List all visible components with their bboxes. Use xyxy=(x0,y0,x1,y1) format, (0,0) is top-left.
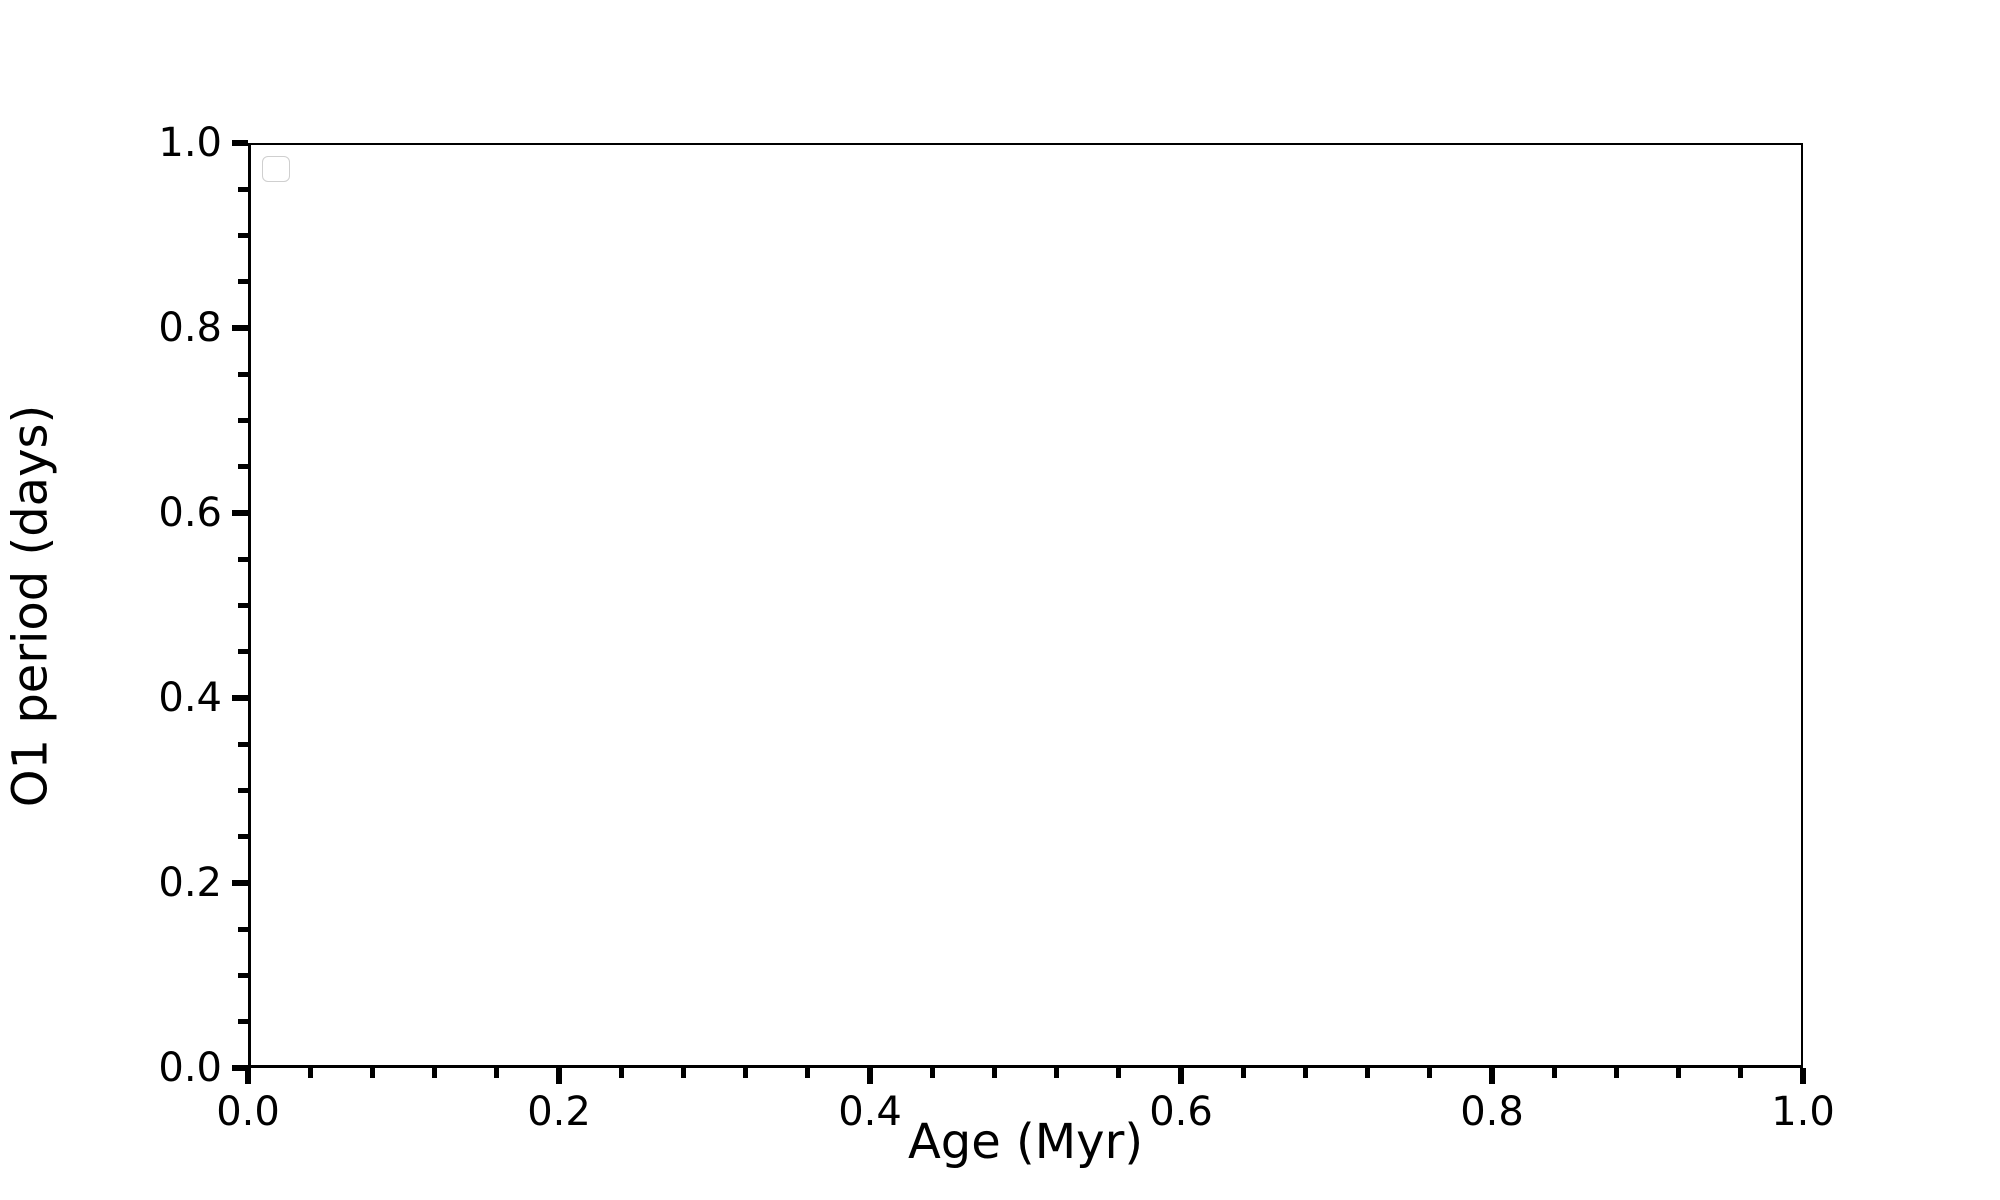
x-tick-minor xyxy=(929,1068,935,1078)
y-tick-label: 0.8 xyxy=(158,305,222,351)
x-tick-minor xyxy=(805,1068,811,1078)
y-tick-minor xyxy=(238,741,248,747)
x-tick-minor xyxy=(307,1068,313,1078)
y-tick-major xyxy=(232,510,248,516)
y-tick-minor xyxy=(238,1019,248,1025)
x-tick-minor xyxy=(1240,1068,1246,1078)
y-axis-title-text: O1 period (days) xyxy=(2,404,58,807)
x-tick-major xyxy=(245,1068,251,1084)
axis-spine-right xyxy=(1801,143,1803,1068)
x-tick-label: 0.6 xyxy=(1149,1089,1213,1135)
y-tick-label: 0.4 xyxy=(158,675,222,721)
x-tick-minor xyxy=(1613,1068,1619,1078)
x-tick-major xyxy=(556,1068,562,1084)
x-tick-minor xyxy=(1365,1068,1371,1078)
y-tick-minor xyxy=(238,233,248,238)
y-tick-major xyxy=(232,325,248,331)
x-axis-title: Age (Myr) xyxy=(907,1114,1144,1170)
x-tick-label: 0.0 xyxy=(216,1089,280,1135)
y-tick-label: 1.0 xyxy=(158,120,222,166)
y-tick-minor xyxy=(238,186,248,192)
x-tick-label: 0.4 xyxy=(838,1089,902,1135)
y-tick-minor xyxy=(238,973,248,978)
y-tick-label: 0.6 xyxy=(158,490,222,536)
x-tick-label: 1.0 xyxy=(1771,1089,1835,1135)
y-tick-major xyxy=(232,880,248,886)
y-tick-minor xyxy=(238,464,248,470)
x-tick-label: 0.8 xyxy=(1460,1089,1524,1135)
x-tick-minor xyxy=(1738,1068,1744,1078)
x-tick-minor xyxy=(1676,1068,1682,1078)
axis-spine-bottom xyxy=(248,1065,1803,1068)
x-tick-major xyxy=(1800,1068,1806,1084)
x-tick-minor xyxy=(369,1068,375,1078)
y-tick-minor xyxy=(238,418,248,423)
x-tick-major xyxy=(1178,1068,1184,1084)
x-tick-minor xyxy=(494,1068,500,1078)
y-tick-major xyxy=(232,140,248,146)
legend-box[interactable] xyxy=(262,156,290,182)
x-tick-minor xyxy=(432,1068,438,1078)
y-axis-title: O1 period (days) xyxy=(0,143,60,1068)
y-tick-label: 0.2 xyxy=(158,860,222,906)
x-tick-minor xyxy=(743,1068,749,1078)
y-tick-minor xyxy=(238,371,248,377)
x-tick-major xyxy=(867,1068,873,1084)
y-tick-minor xyxy=(238,279,248,285)
x-tick-label: 0.2 xyxy=(527,1089,591,1135)
y-tick-minor xyxy=(238,834,248,840)
x-tick-minor xyxy=(1302,1068,1308,1078)
x-tick-minor xyxy=(1427,1068,1433,1078)
y-tick-label: 0.0 xyxy=(158,1045,222,1091)
x-tick-minor xyxy=(618,1068,624,1078)
axis-spine-top xyxy=(248,143,1803,145)
x-tick-minor xyxy=(680,1068,686,1078)
y-tick-major xyxy=(232,1065,248,1071)
y-tick-minor xyxy=(238,556,248,562)
x-tick-minor xyxy=(1551,1068,1557,1078)
y-tick-minor xyxy=(238,603,248,608)
x-tick-major xyxy=(1489,1068,1495,1084)
y-tick-minor xyxy=(238,649,248,655)
y-tick-minor xyxy=(238,926,248,932)
plot-axes: 0.0 0.2 0.4 0.6 0.8 1.0 0.0 0.2 0.4 0.6 0.8 1.0 xyxy=(158,123,1834,1132)
x-tick-minor xyxy=(1116,1068,1122,1078)
y-tick-major xyxy=(232,695,248,701)
axis-spine-left xyxy=(248,143,251,1068)
x-tick-minor xyxy=(1054,1068,1060,1078)
y-tick-minor xyxy=(238,788,248,793)
data-series-layer xyxy=(248,143,1803,1068)
x-tick-minor xyxy=(991,1068,997,1078)
